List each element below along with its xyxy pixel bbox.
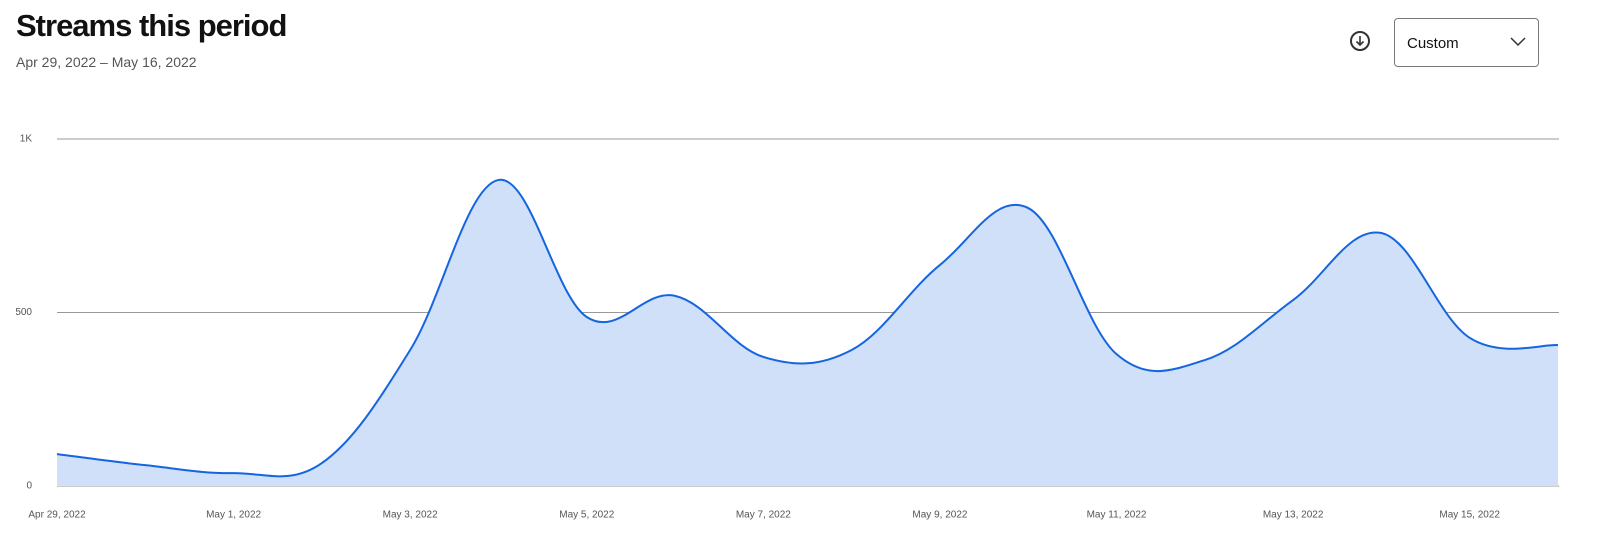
dropdown-label: Custom bbox=[1407, 35, 1459, 52]
x-tick-label: May 15, 2022 bbox=[1439, 510, 1500, 521]
y-tick-label: 500 bbox=[15, 307, 32, 318]
y-tick-label: 0 bbox=[26, 481, 32, 492]
area bbox=[57, 179, 1558, 486]
y-tick-label: 1K bbox=[20, 134, 33, 145]
line bbox=[56, 178, 1559, 478]
chevron bbox=[1510, 37, 1526, 47]
x-tick-label: May 5, 2022 bbox=[559, 510, 614, 521]
x-tick-label: May 3, 2022 bbox=[383, 510, 438, 521]
x-tick-label: May 9, 2022 bbox=[912, 510, 967, 521]
page-title: Streams this period bbox=[16, 8, 287, 43]
x-tick-label: May 11, 2022 bbox=[1087, 510, 1147, 521]
download-icon bbox=[1355, 36, 1365, 47]
x-tick-label: May 7, 2022 bbox=[736, 510, 791, 521]
download-button[interactable] bbox=[1350, 31, 1370, 51]
x-tick-label: May 1, 2022 bbox=[206, 510, 261, 521]
range-dropdown[interactable]: Custom bbox=[1394, 18, 1539, 67]
date-range: Apr 29, 2022 – May 16, 2022 bbox=[16, 54, 197, 70]
x-tick-label: Apr 29, 2022 bbox=[28, 510, 86, 521]
x-tick-label: May 13, 2022 bbox=[1263, 510, 1324, 521]
